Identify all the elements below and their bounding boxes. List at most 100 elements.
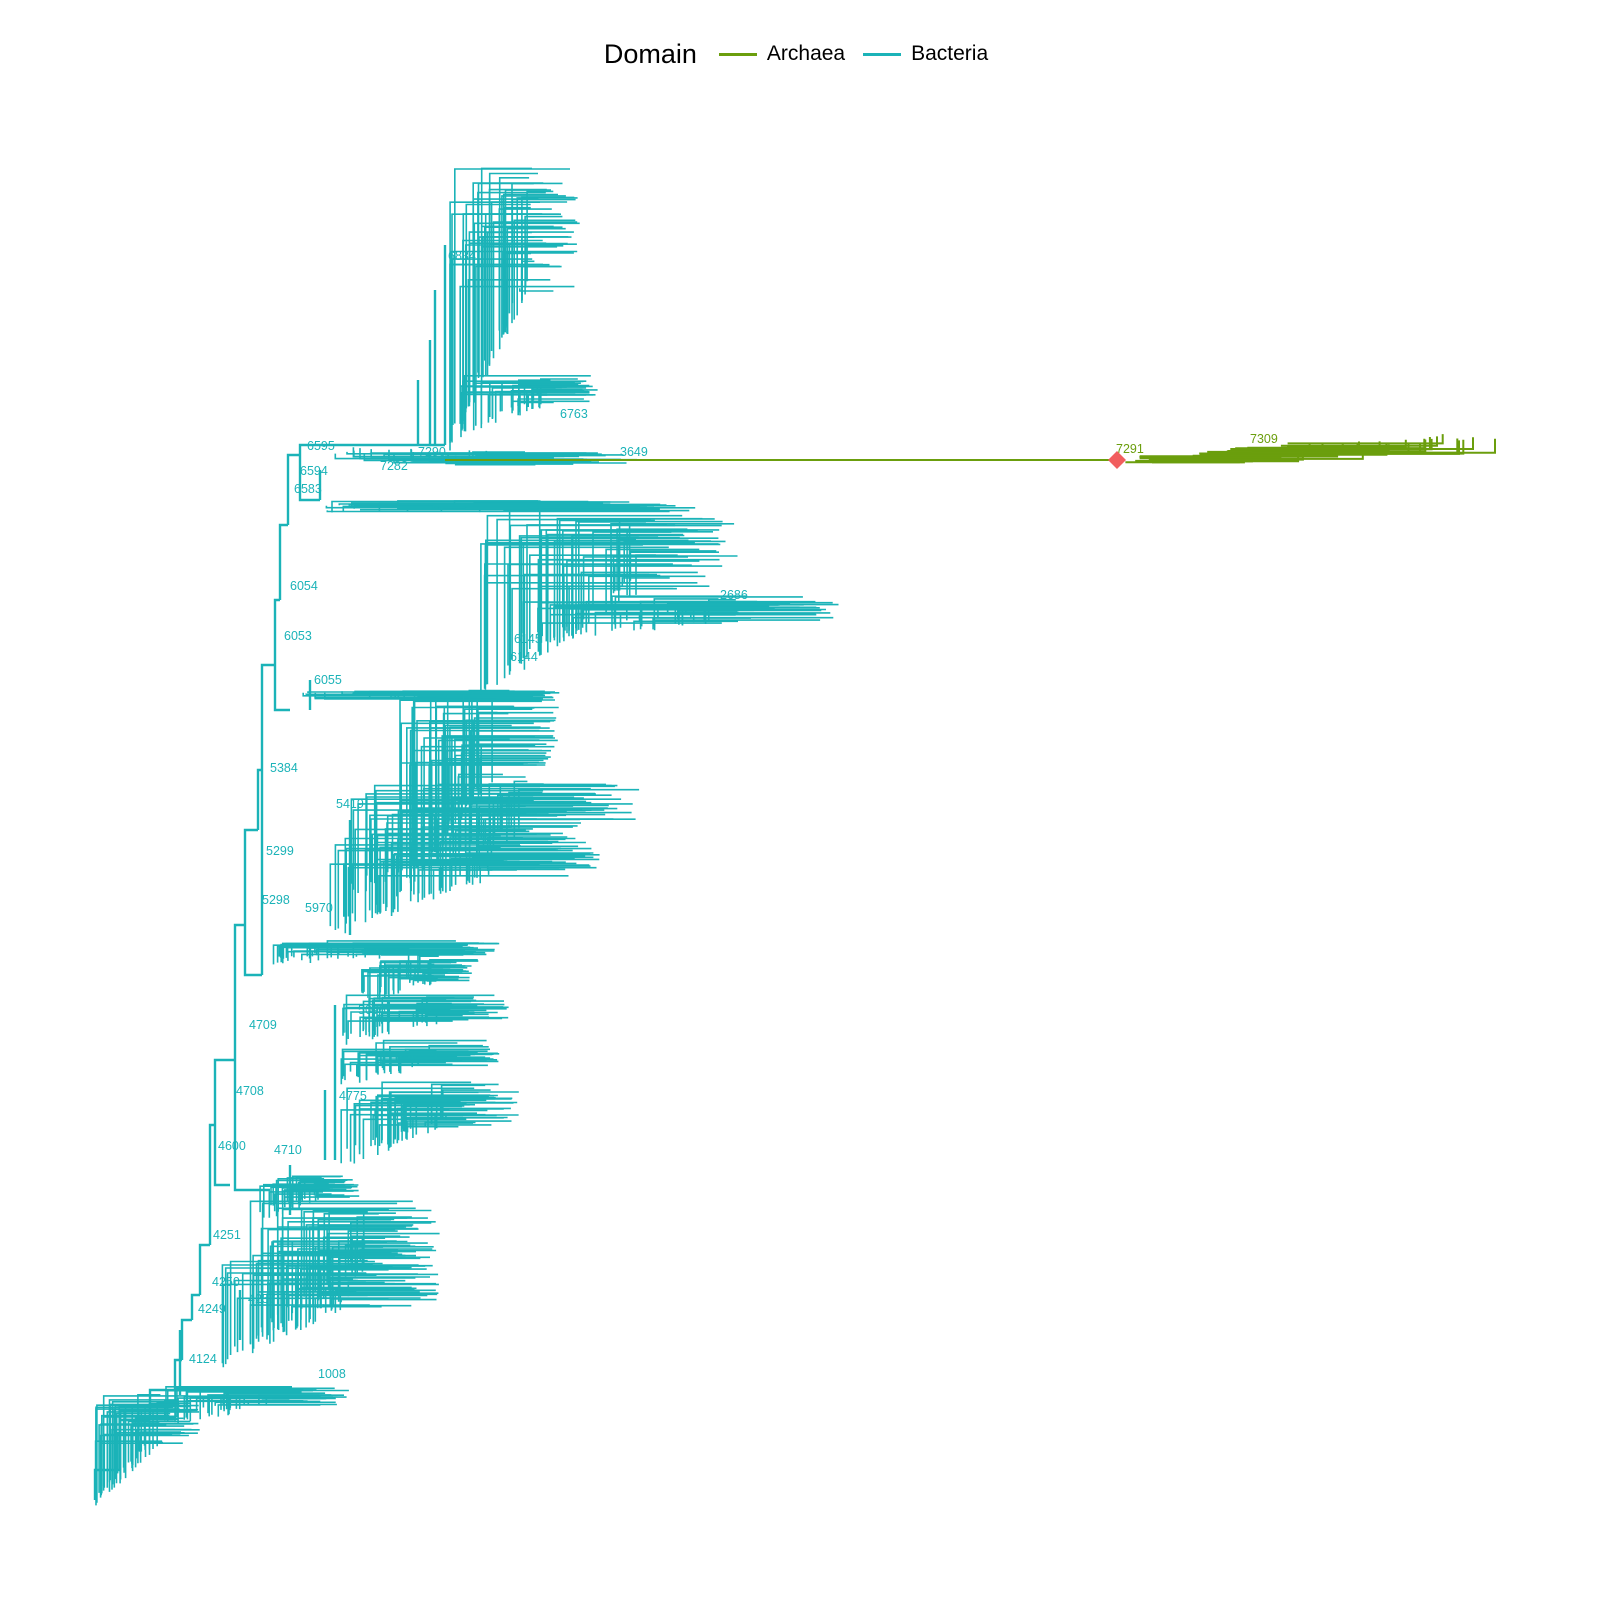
leaf-branch <box>406 1125 459 1133</box>
leaf-branch <box>506 251 569 334</box>
leaf-branch <box>405 960 437 979</box>
leaf-branch <box>356 1064 488 1077</box>
leaf-branch <box>351 1242 428 1265</box>
leaf-branch <box>353 1103 467 1164</box>
leaf-branch <box>406 727 520 878</box>
leaf-branch <box>217 1404 321 1417</box>
leaf-branch <box>459 285 575 424</box>
node-label-4251: 4251 <box>213 1228 241 1242</box>
leaf-branch <box>189 1396 347 1422</box>
bacteria-tree-skeleton <box>93 245 447 1500</box>
leaf-branch <box>417 954 433 983</box>
leaf-branch <box>426 1057 487 1061</box>
leaf-branch <box>432 505 622 509</box>
leaf-branch <box>438 867 536 891</box>
node-label-4708: 4708 <box>236 1084 264 1098</box>
legend: Domain Archaea Bacteria <box>0 34 1600 74</box>
leaf-branch <box>500 804 609 829</box>
leaf-branch <box>429 959 451 986</box>
leaf-branch <box>323 1213 379 1284</box>
leaf-branch <box>526 524 667 658</box>
archaea-node-labels: 7291 7309 <box>1116 432 1278 456</box>
leaf-branch <box>322 1304 412 1307</box>
leaf-branch <box>275 1179 322 1217</box>
leaf-branch <box>347 1281 385 1297</box>
leaf-branch <box>255 1262 383 1339</box>
leaf-branch <box>369 967 444 1006</box>
leaf-branch <box>450 857 575 887</box>
leaf-branch <box>526 390 547 412</box>
leaf-branch <box>484 213 561 377</box>
leaf-branch <box>379 861 534 913</box>
leaf-branch <box>115 1412 171 1474</box>
leaf-branch <box>540 529 720 643</box>
leaf-branch <box>447 762 546 830</box>
leaf-branch <box>461 392 590 431</box>
leaf-branch <box>326 510 670 513</box>
leaf-branch <box>334 1289 436 1313</box>
leaf-branch <box>378 1008 507 1027</box>
leaf-branch <box>507 563 650 666</box>
leaf-branch <box>399 1052 445 1074</box>
leaf-branch <box>385 964 462 995</box>
leaf-branch <box>297 1181 345 1205</box>
leaf-branch <box>376 834 501 915</box>
leaf-branch <box>613 604 804 625</box>
node-label-4249: 4249 <box>198 1302 226 1316</box>
leaf-branch <box>556 517 703 647</box>
node-label-5299: 5299 <box>266 844 294 858</box>
leaf-branch <box>283 1189 326 1201</box>
leaf-branch <box>345 847 592 924</box>
leaf-branch <box>314 1297 421 1322</box>
leaf-branch <box>477 191 546 373</box>
leaf-branch <box>396 855 499 897</box>
node-label-4257: 4257 <box>248 1292 276 1306</box>
leaf-branch <box>277 1250 416 1330</box>
leaf-branch <box>276 1207 416 1315</box>
leaf-branch <box>381 1060 441 1068</box>
leaf-branch <box>538 389 598 408</box>
leaf-branch <box>116 1432 185 1474</box>
node-label-6145: 6145 <box>514 632 542 646</box>
leaf-branch <box>287 1294 428 1321</box>
leaf-branch <box>315 948 495 956</box>
tree-branch <box>243 925 262 977</box>
leaf-branch <box>404 1048 490 1062</box>
leaf-branch <box>480 225 554 376</box>
leaf-branch <box>492 221 578 359</box>
leaf-branch <box>652 617 751 630</box>
leaf-branch <box>485 582 698 685</box>
leaf-branch <box>371 833 537 918</box>
node-label-6053: 6053 <box>284 629 312 643</box>
leaf-branch <box>435 1053 500 1060</box>
leaf-branch <box>439 840 559 894</box>
node-label-5970: 5970 <box>305 901 333 915</box>
leaf-branch <box>405 1102 514 1126</box>
archaea-leaf-branch <box>1192 447 1336 457</box>
leaf-branch <box>412 1116 508 1138</box>
node-label-6583: 6583 <box>294 482 322 496</box>
leaf-branch <box>352 809 605 890</box>
leaf-branch <box>623 540 726 584</box>
leaf-branch <box>524 215 563 295</box>
leaf-branch <box>358 1099 487 1150</box>
legend-key-bacteria <box>863 52 902 56</box>
tree-branch <box>298 455 320 502</box>
leaf-branch <box>473 222 580 403</box>
archaea-leaf-branch <box>1237 441 1360 450</box>
legend-title: Domain <box>603 38 697 69</box>
leaf-branch <box>629 551 719 581</box>
leaf-branch <box>511 400 590 414</box>
leaf-branch <box>449 836 568 891</box>
leaf-branch <box>472 382 581 431</box>
tree-branch <box>198 1243 210 1295</box>
leaf-branch <box>633 620 738 631</box>
leaf-branch <box>362 1017 503 1032</box>
leaf-branch <box>445 1112 473 1120</box>
leaf-branch <box>361 970 463 993</box>
leaf-branch <box>123 1409 184 1473</box>
leaf-branch <box>491 387 587 419</box>
leaf-branch <box>469 730 555 809</box>
leaf-branch <box>316 1292 439 1309</box>
node-label-4710: 4710 <box>274 1143 302 1157</box>
